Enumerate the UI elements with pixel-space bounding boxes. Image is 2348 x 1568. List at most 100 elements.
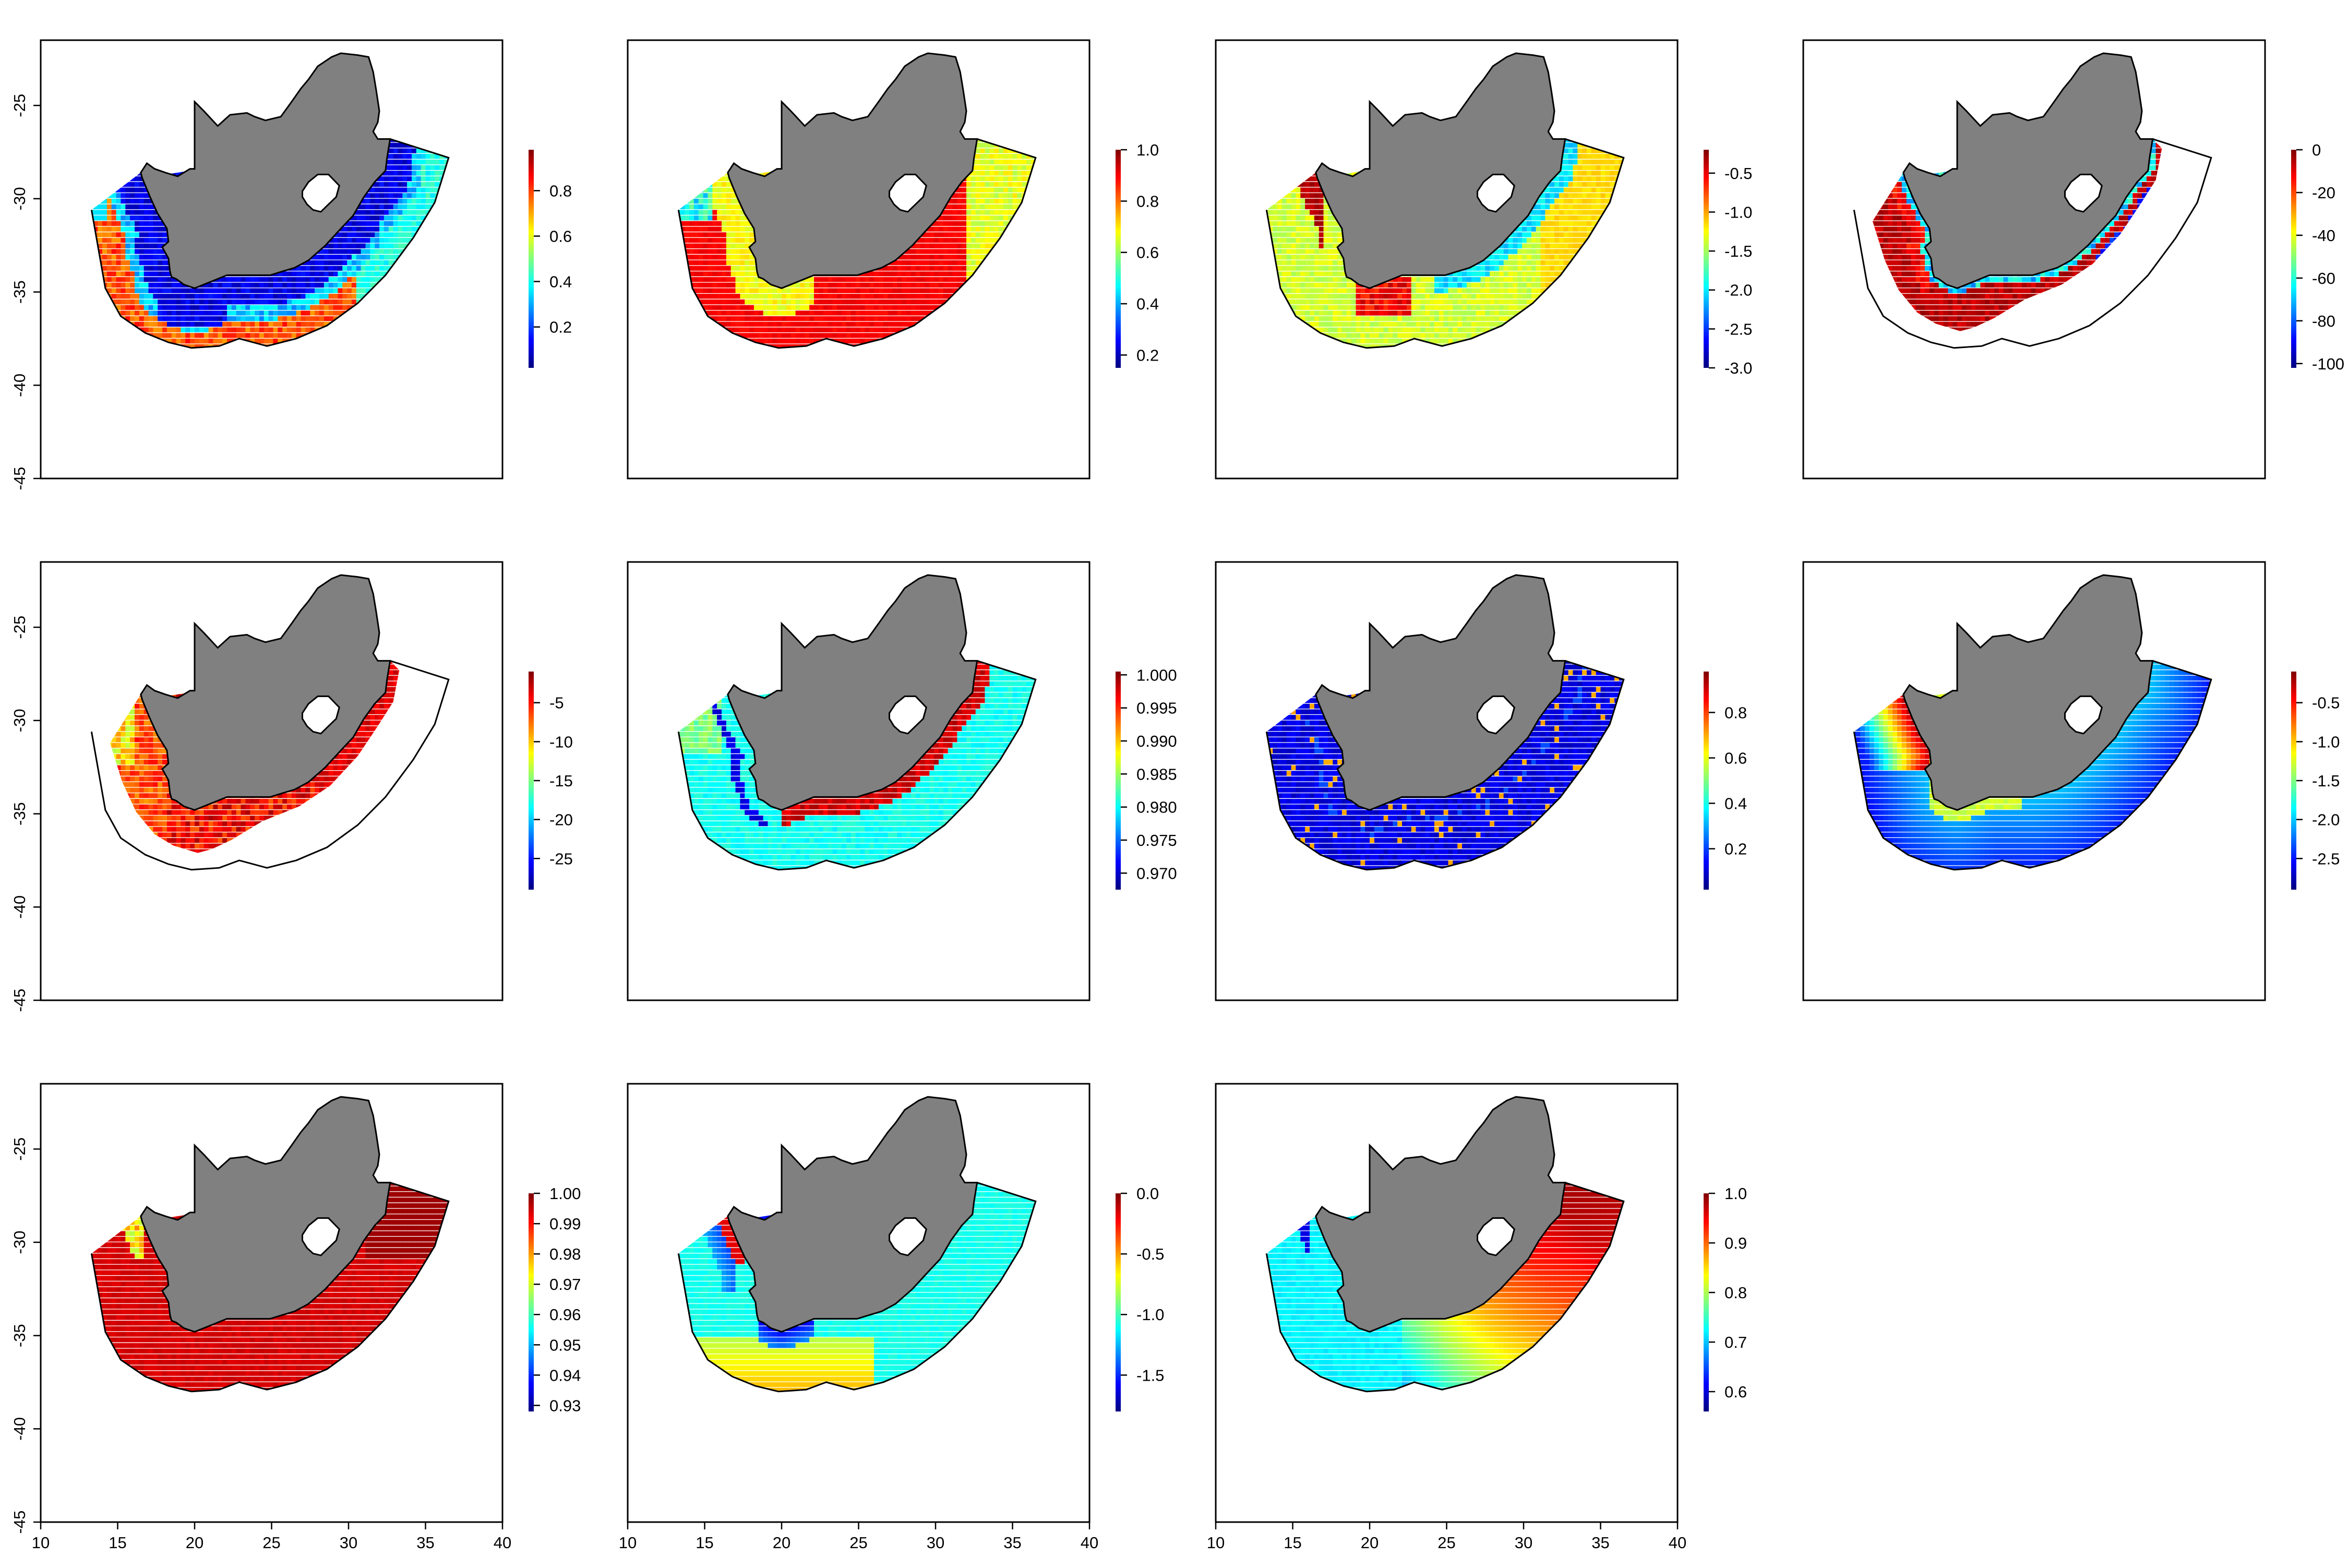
- raster-cell: [139, 300, 144, 304]
- y-axis-tick-label: -40: [10, 374, 29, 397]
- raster-cell: [333, 255, 338, 259]
- raster-cell: [204, 316, 209, 321]
- raster-cell: [703, 199, 708, 204]
- raster-cell: [731, 277, 736, 282]
- raster-cell: [278, 288, 282, 293]
- raster-cell: [139, 305, 144, 310]
- raster-cell: [319, 310, 324, 315]
- raster-cell: [204, 339, 209, 343]
- raster-cell: [759, 283, 763, 288]
- raster-cell: [333, 249, 338, 254]
- raster-cell: [273, 305, 278, 310]
- raster-cell: [162, 288, 167, 293]
- raster-cell: [361, 221, 366, 226]
- raster-cell: [149, 216, 153, 220]
- raster-cell: [282, 283, 287, 288]
- raster-cell: [782, 294, 786, 298]
- raster-cell: [384, 260, 389, 265]
- raster-cell: [361, 277, 366, 282]
- raster-cell: [301, 305, 306, 310]
- raster-cell: [116, 193, 121, 198]
- raster-cell: [125, 255, 130, 259]
- raster-cell: [130, 310, 135, 315]
- raster-cell: [125, 199, 130, 204]
- raster-cell: [393, 143, 398, 148]
- raster-cell: [139, 238, 144, 243]
- raster-cell: [167, 328, 172, 332]
- raster-cell: [421, 176, 426, 181]
- raster-cell: [213, 322, 218, 327]
- raster-cell: [292, 277, 296, 282]
- raster-cell: [338, 294, 342, 298]
- raster-cell: [398, 148, 402, 153]
- raster-cell: [98, 216, 102, 220]
- raster-cell: [398, 160, 402, 164]
- raster-cell: [310, 305, 315, 310]
- raster-cell: [102, 226, 107, 231]
- raster-cell: [800, 288, 805, 293]
- raster-cell: [745, 226, 749, 231]
- raster-cell: [245, 310, 250, 315]
- raster-cell: [393, 148, 398, 153]
- raster-cell: [407, 182, 412, 187]
- raster-cell: [749, 271, 754, 276]
- raster-cell: [121, 271, 125, 276]
- raster-cell: [282, 288, 287, 293]
- raster-cell: [125, 205, 130, 209]
- raster-cell: [269, 328, 273, 332]
- raster-cell: [754, 333, 759, 338]
- raster-cell: [125, 266, 130, 271]
- raster-cell: [259, 328, 264, 332]
- raster-cell: [736, 294, 740, 298]
- raster-cell: [379, 199, 384, 204]
- raster-cell: [699, 249, 703, 254]
- raster-cell: [786, 333, 791, 338]
- raster-cell: [172, 300, 176, 304]
- raster-cell: [107, 244, 112, 248]
- raster-cell: [153, 238, 158, 243]
- raster-cell: [282, 316, 287, 321]
- raster-cell: [121, 221, 125, 226]
- raster-cell: [722, 176, 726, 181]
- raster-cell: [430, 160, 435, 164]
- raster-cell: [426, 165, 430, 170]
- raster-cell: [772, 333, 777, 338]
- raster-cell: [726, 193, 731, 198]
- raster-cell: [805, 300, 809, 304]
- raster-cell: [278, 277, 282, 282]
- raster-cell: [245, 328, 250, 332]
- raster-cell: [324, 310, 329, 315]
- raster-cell: [759, 310, 763, 315]
- raster-cell: [315, 271, 319, 276]
- raster-cell: [342, 255, 347, 259]
- raster-cell: [754, 294, 759, 298]
- raster-cell: [398, 244, 402, 248]
- raster-cell: [402, 154, 407, 159]
- raster-cell: [158, 255, 162, 259]
- raster-cell: [222, 283, 227, 288]
- raster-cell: [139, 294, 144, 298]
- raster-cell: [402, 148, 407, 153]
- raster-cell: [227, 283, 232, 288]
- raster-cell: [121, 193, 125, 198]
- raster-cell: [379, 182, 384, 187]
- raster-cell: [740, 266, 745, 271]
- raster-cell: [694, 232, 699, 237]
- raster-cell: [772, 288, 777, 293]
- raster-cell: [139, 221, 144, 226]
- raster-cell: [398, 232, 402, 237]
- raster-cell: [361, 244, 366, 248]
- raster-cell: [278, 305, 282, 310]
- raster-cell: [209, 300, 213, 304]
- raster-cell: [699, 277, 703, 282]
- raster-cell: [102, 244, 107, 248]
- raster-cell: [722, 271, 726, 276]
- raster-cell: [144, 244, 149, 248]
- raster-cell: [356, 283, 361, 288]
- raster-cell: [384, 221, 389, 226]
- raster-cell: [167, 294, 172, 298]
- raster-cell: [416, 160, 421, 164]
- raster-cell: [121, 199, 125, 204]
- raster-cell: [740, 316, 745, 321]
- raster-cell: [227, 300, 232, 304]
